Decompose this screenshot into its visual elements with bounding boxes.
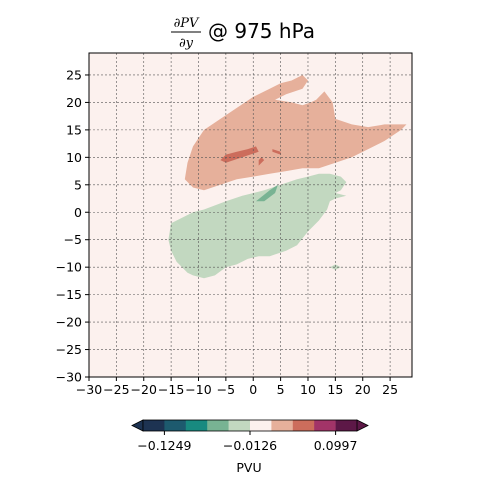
contour-region-negative-weak-4 [168,173,347,279]
colorbar-swatch [271,420,294,431]
y-axis: −30 −25 −20 −15 −10 −5 0 5 10 15 20 25 [56,67,89,385]
y-tick-label: 20 [66,95,82,110]
title-denominator: ∂y [179,36,194,51]
y-tick-label: 0 [74,205,82,220]
y-tick-label: −25 [56,342,82,357]
x-tick-label: 10 [300,382,316,397]
contour-region-negative-strong-6 [256,184,278,202]
colorbar-tick-label: 0.0997 [314,438,358,453]
title-numerator: ∂PV [174,16,200,31]
y-tick-label: 5 [74,177,82,192]
x-axis: −30 −25 −20 −15 −10 −5 0 5 10 15 20 25 [76,377,398,397]
x-tick-label: 15 [327,382,343,397]
y-tick-label: 15 [66,122,82,137]
x-tick-label: −5 [217,382,235,397]
y-tick-label: −30 [56,370,82,385]
x-tick-label: −10 [185,382,211,397]
x-tick-label: 25 [382,382,398,397]
colorbar-swatches [131,419,369,432]
y-tick-label: −20 [56,315,82,330]
contour-region-negative-weak-5 [329,264,341,270]
x-tick-label: −20 [131,382,157,397]
y-tick-label: 10 [66,150,82,165]
colorbar-swatch [335,420,358,431]
colorbar-extend-low [131,419,144,432]
chart-title: ∂PV ∂y @ 975 hPa [171,16,315,51]
x-tick-label: 20 [355,382,371,397]
x-tick-label: −30 [76,382,102,397]
title-suffix: @ 975 hPa [208,19,315,43]
contour-region-positive-strong-3 [272,149,281,155]
y-tick-label: −5 [64,232,82,247]
colorbar-tick-label: −0.1249 [137,438,191,453]
contour-region-positive-strong-1 [220,146,259,163]
colorbar-extend-high [356,419,369,432]
x-tick-label: 5 [277,382,285,397]
colorbar-swatch [292,420,315,431]
contour-regions [168,75,407,279]
colorbar: −0.1249 −0.0126 0.0997 PVU [131,419,369,475]
plot-area: −30 −25 −20 −15 −10 −5 0 5 10 15 20 25 −30−25−20−15… [56,52,413,397]
plot-frame [88,52,413,378]
colorbar-swatch [164,420,187,431]
y-tick-label: 25 [66,67,82,82]
y-tick-label: −10 [56,260,82,275]
x-tick-label: −25 [103,382,129,397]
colorbar-label: PVU [236,460,261,475]
contour-region-positive-weak-0 [184,75,407,191]
x-tick-label: −15 [158,382,184,397]
colorbar-swatch [207,420,229,431]
colorbar-swatch [228,420,251,431]
contour-region-positive-strong-2 [258,157,265,166]
colorbar-tick-label: −0.0126 [223,438,277,453]
colorbar-ticks: −0.1249 −0.0126 0.0997 [137,431,357,453]
colorbar-swatch [185,420,208,431]
colorbar-swatch [143,420,165,431]
y-tick-label: −15 [56,287,82,302]
colorbar-swatch [314,420,336,431]
colorbar-swatch [250,420,272,431]
x-tick-label: 0 [249,382,257,397]
